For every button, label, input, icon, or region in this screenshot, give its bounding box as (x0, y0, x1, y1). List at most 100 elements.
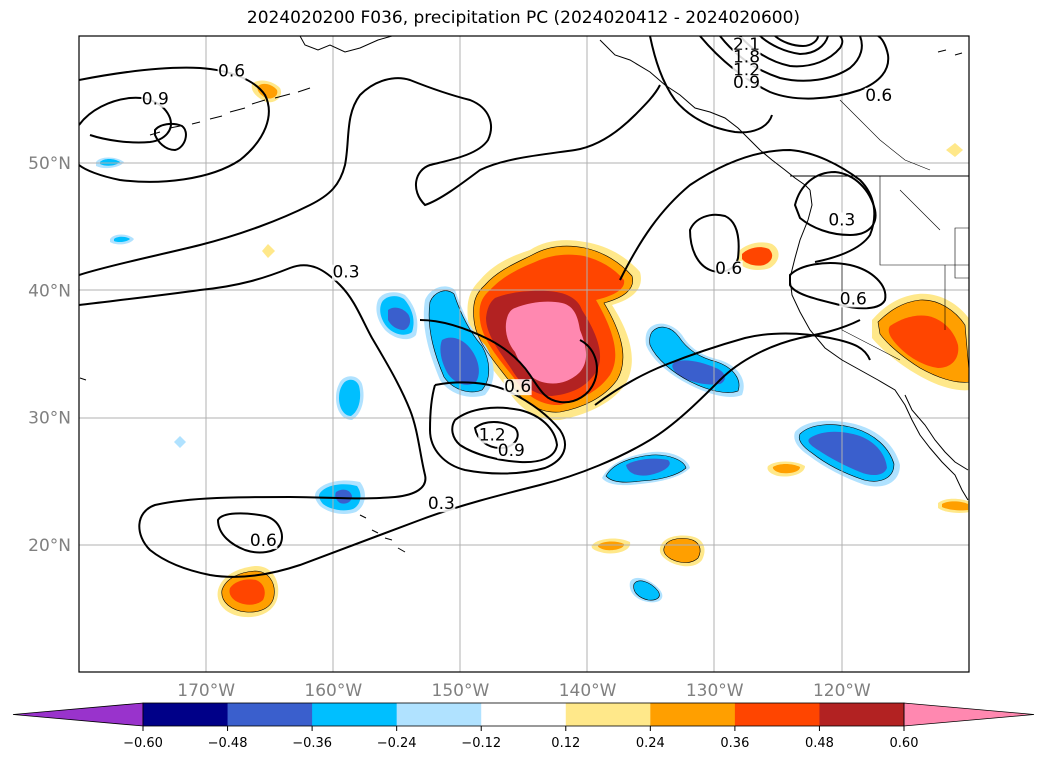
lat-tick-label: 30°N (28, 409, 71, 429)
contour-label: 0.3 (828, 211, 855, 231)
canada-interior (839, 99, 941, 231)
contour-2.1-gulf-alaska (774, 36, 819, 48)
contour-label: 0.6 (840, 289, 867, 309)
colorbar-tick-label: 0.60 (890, 736, 919, 751)
positive-anomaly-southwest-0.36 (229, 579, 265, 605)
contour-0.9-central (451, 406, 559, 464)
longitude-labels: 170°W 160°W 150°W 140°W 130°W 120°W (177, 681, 871, 701)
positive-anomaly-small-6 (946, 143, 963, 157)
contour-0.3-north (79, 77, 661, 276)
negative-anomaly-south-central-0.36 (626, 458, 670, 476)
contour-label-bg (864, 87, 893, 104)
contour-0.6-northwest (79, 66, 270, 183)
lon-tick-label: 130°W (686, 681, 744, 701)
contour-label-bg (427, 496, 456, 513)
positive-anomaly-small-4-0.24 (257, 83, 278, 99)
colorbar-segment (312, 703, 398, 726)
colorbar-tick-label: −0.12 (461, 736, 501, 751)
negative-anomaly-northwest-2-0.24 (114, 236, 130, 243)
state-borders (841, 176, 969, 361)
colorbar-tick-label: −0.24 (377, 736, 417, 751)
colorbar-tick-label: 0.36 (720, 736, 749, 751)
contour-label-bg (732, 75, 761, 92)
colorbar-segment (565, 703, 651, 726)
contour-label-bg (249, 533, 278, 550)
colorbar-segment (650, 703, 736, 726)
contour-0.6-california (789, 262, 887, 310)
colorbar-tick-label: −0.60 (123, 736, 163, 751)
colorbar-segment (734, 703, 820, 726)
lon-tick-label: 120°W (813, 681, 871, 701)
negative-anomaly-northwest-1-0.24 (100, 159, 120, 166)
colorbar: −0.60 −0.48 −0.36 −0.24 −0.12 0.12 0.24 0.36 0.4… (12, 702, 1035, 751)
contour-0.3-bc (793, 170, 877, 237)
lon-tick-label: 150°W (432, 681, 490, 701)
lat-tick-label: 40°N (28, 281, 71, 301)
alaska-coast (299, 36, 393, 53)
colorbar-extend-max (903, 702, 1035, 727)
contour-label-bg (732, 49, 761, 66)
contour-label-bg (827, 212, 856, 229)
colorbar-tick-label: −0.36 (292, 736, 332, 751)
coastlines (79, 36, 969, 553)
colorbar-tick-label: 0.12 (551, 736, 580, 751)
negative-anomaly-tiny (174, 436, 186, 448)
aleutian-islands (149, 87, 311, 136)
latitude-labels: 50°N 40°N 30°N 20°N (28, 154, 71, 556)
shading-outlines (221, 245, 969, 613)
colorbar-tick-label: 0.24 (636, 736, 665, 751)
colorbar-segment (227, 703, 313, 726)
contour-label: 0.3 (332, 263, 359, 283)
positive-anomaly-hawaii-east-0.24 (663, 538, 701, 563)
plot-frame (78, 35, 970, 673)
contour-label-bg (503, 379, 532, 396)
negative-anomaly-central-east-0.36 (672, 360, 725, 385)
contour-lines (79, 36, 890, 578)
contour-label-bg (478, 427, 507, 444)
contour-0.9-northwest (79, 96, 172, 144)
contour-label: 0.9 (142, 90, 169, 110)
baja-california (904, 394, 969, 471)
positive-anomaly-small-3-0.24 (942, 501, 968, 511)
colorbar-segment (143, 703, 229, 726)
contour-0.6-east (594, 148, 876, 406)
negative-anomaly-south-small-0.24 (633, 580, 660, 601)
contour-label: 0.6 (865, 86, 892, 106)
colorbar-tick-label: 0.48 (805, 736, 834, 751)
precip-shading (96, 80, 969, 618)
lon-tick-label: 170°W (177, 681, 235, 701)
contour-label: 0.6 (218, 62, 245, 82)
contour-1.8-gulf-alaska (759, 36, 829, 56)
contour-label-bg (332, 264, 360, 281)
colorbar-extend-min (12, 702, 144, 727)
contour-label-bg (217, 63, 246, 80)
contour-label: 0.6 (504, 377, 531, 397)
contour-label-bg (732, 36, 761, 53)
colorbar-segment (819, 703, 905, 726)
lon-tick-label: 160°W (304, 681, 362, 701)
contour-label: 0.6 (715, 259, 742, 279)
positive-anomaly-small-2-0.24 (772, 464, 800, 474)
contour-label: 0.9 (498, 441, 525, 461)
negative-anomaly-west-3-0.24 (339, 379, 361, 416)
contour-1.2-gulf-alaska (739, 36, 844, 68)
positive-anomaly-main-0.60 (505, 301, 587, 384)
positive-anomaly-small-1-0.24 (597, 541, 625, 551)
alaska-panhandle (599, 39, 811, 191)
contour-label-bg (141, 91, 170, 108)
contour-label-bg (497, 442, 526, 459)
negative-anomaly-central-east-0.24 (649, 327, 740, 393)
small-islands (79, 49, 963, 381)
contour-labels: 0.60.90.30.61.20.90.30.62.11.81.20.90.60… (141, 35, 893, 551)
positive-anomaly-california-0.36 (888, 315, 959, 368)
negative-anomaly-west-2-0.36 (388, 307, 411, 330)
colorbar-tick-label: −0.48 (208, 736, 248, 751)
contour-label-bg (732, 62, 761, 79)
positive-anomaly-small-5 (262, 244, 275, 258)
negative-anomaly-baja-0.36 (808, 431, 887, 476)
contour-0.6-oregon (688, 213, 740, 273)
contour-label-bg (839, 291, 868, 308)
contour-1.2-northwest (154, 122, 187, 152)
negative-anomaly-hawaii-0.36 (335, 489, 352, 504)
